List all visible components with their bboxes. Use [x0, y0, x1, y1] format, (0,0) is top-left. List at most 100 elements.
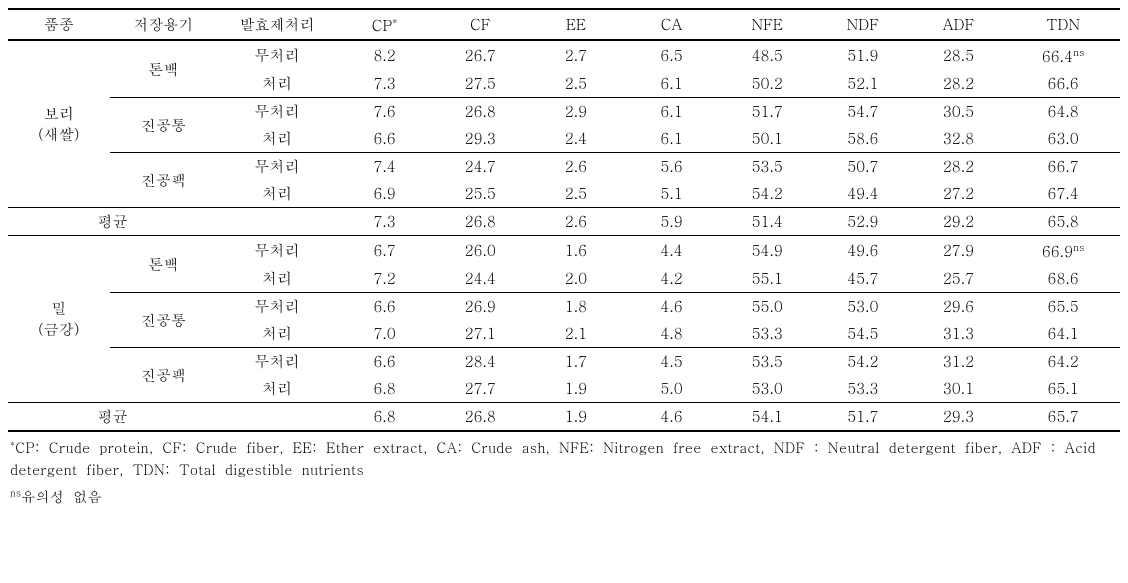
value-cell: 66.6 [1006, 70, 1120, 98]
container-vacuum-pack: 진공팩 [110, 348, 218, 403]
header-treatment: 발효제처리 [217, 9, 337, 40]
table-row-average: 평균 7.3 26.8 2.6 5.9 51.4 52.9 29.2 65.8 [8, 208, 1120, 236]
value-cell: 55.0 [719, 293, 815, 321]
value-cell: 31.3 [911, 320, 1007, 348]
value-cell: 27.9 [911, 236, 1007, 266]
value-cell: 2.0 [528, 265, 624, 293]
value-cell: 65.8 [1006, 208, 1120, 236]
value-cell: 4.6 [624, 403, 720, 432]
value-cell: 52.1 [815, 70, 911, 98]
value-cell: 27.2 [911, 180, 1007, 208]
header-cp: CP* [337, 9, 433, 40]
average-label: 평균 [8, 208, 217, 236]
value-cell: 51.7 [719, 98, 815, 126]
treatment-cell: 처리 [217, 180, 337, 208]
value-cell: 64.2 [1006, 348, 1120, 376]
value-cell: 28.2 [911, 153, 1007, 181]
value-cell: 67.4 [1006, 180, 1120, 208]
value-cell: 65.5 [1006, 293, 1120, 321]
footnote-ns: ns유의성 없음 [8, 481, 1120, 507]
value-cell: 4.4 [624, 236, 720, 266]
header-cf: CF [432, 9, 528, 40]
value-cell: 2.5 [528, 70, 624, 98]
feed-composition-table: 품종 저장용기 발효제처리 CP* CF EE CA NFE NDF ADF T… [8, 8, 1120, 432]
value-cell: 50.2 [719, 70, 815, 98]
value-cell: 2.5 [528, 180, 624, 208]
header-container: 저장용기 [110, 9, 218, 40]
value-cell: 1.8 [528, 293, 624, 321]
header-variety: 품종 [8, 9, 110, 40]
value-cell: 26.8 [432, 208, 528, 236]
value-cell: 24.7 [432, 153, 528, 181]
treatment-cell: 처리 [217, 320, 337, 348]
value-cell: 2.4 [528, 125, 624, 153]
value-cell: 7.3 [337, 70, 433, 98]
value-cell: 54.2 [719, 180, 815, 208]
value-cell: 28.5 [911, 40, 1007, 70]
value-cell: 66.7 [1006, 153, 1120, 181]
value-cell: 51.7 [815, 403, 911, 432]
value-cell: 2.9 [528, 98, 624, 126]
value-cell: 6.1 [624, 98, 720, 126]
value-cell: 54.1 [719, 403, 815, 432]
treatment-cell: 처리 [217, 375, 337, 403]
table-row: 진공팩 무처리 6.6 28.4 1.7 4.5 53.5 54.2 31.2 … [8, 348, 1120, 376]
value-cell: 6.6 [337, 125, 433, 153]
value-cell: 53.3 [719, 320, 815, 348]
value-cell: 29.3 [911, 403, 1007, 432]
value-cell: 26.7 [432, 40, 528, 70]
table-row: 밀 (금강) 톤백 무처리 6.7 26.0 1.6 4.4 54.9 49.6… [8, 236, 1120, 266]
value-cell: 29.2 [911, 208, 1007, 236]
table-row: 진공통 무처리 6.6 26.9 1.8 4.6 55.0 53.0 29.6 … [8, 293, 1120, 321]
footnote-abbreviations: *CP: Crude protein, CF: Crude fiber, EE:… [8, 432, 1120, 481]
value-cell: 4.2 [624, 265, 720, 293]
treatment-cell: 무처리 [217, 236, 337, 266]
header-nfe: NFE [719, 9, 815, 40]
value-cell: 28.2 [911, 70, 1007, 98]
value-cell: 26.0 [432, 236, 528, 266]
value-cell: 5.9 [624, 208, 720, 236]
value-cell: 4.8 [624, 320, 720, 348]
value-cell: 26.8 [432, 98, 528, 126]
value-cell: 66.4ns [1006, 40, 1120, 70]
value-cell: 2.7 [528, 40, 624, 70]
value-cell: 30.1 [911, 375, 1007, 403]
value-cell: 6.1 [624, 125, 720, 153]
table-row: 보리 (새쌀) 톤백 무처리 8.2 26.7 2.7 6.5 48.5 51.… [8, 40, 1120, 70]
treatment-cell: 무처리 [217, 348, 337, 376]
value-cell: 7.6 [337, 98, 433, 126]
value-cell: 49.4 [815, 180, 911, 208]
value-cell: 5.1 [624, 180, 720, 208]
value-cell: 5.6 [624, 153, 720, 181]
value-cell: 54.2 [815, 348, 911, 376]
value-cell: 6.6 [337, 348, 433, 376]
value-cell: 55.1 [719, 265, 815, 293]
value-cell: 68.6 [1006, 265, 1120, 293]
value-cell: 64.8 [1006, 98, 1120, 126]
value-cell: 4.6 [624, 293, 720, 321]
table-row-average: 평균 6.8 26.8 1.9 4.6 54.1 51.7 29.3 65.7 [8, 403, 1120, 432]
container-vacuum-tub: 진공통 [110, 98, 218, 153]
value-cell: 27.7 [432, 375, 528, 403]
value-cell: 27.1 [432, 320, 528, 348]
value-cell: 49.6 [815, 236, 911, 266]
value-cell: 6.9 [337, 180, 433, 208]
value-cell: 50.1 [719, 125, 815, 153]
treatment-cell: 처리 [217, 70, 337, 98]
value-cell: 2.1 [528, 320, 624, 348]
value-cell: 31.2 [911, 348, 1007, 376]
value-cell: 65.1 [1006, 375, 1120, 403]
header-ca: CA [624, 9, 720, 40]
value-cell: 54.9 [719, 236, 815, 266]
value-cell: 30.5 [911, 98, 1007, 126]
value-cell: 28.4 [432, 348, 528, 376]
value-cell: 7.2 [337, 265, 433, 293]
value-cell: 8.2 [337, 40, 433, 70]
header-ee: EE [528, 9, 624, 40]
value-cell: 5.0 [624, 375, 720, 403]
value-cell: 53.0 [719, 375, 815, 403]
value-cell: 45.7 [815, 265, 911, 293]
value-cell: 29.3 [432, 125, 528, 153]
value-cell: 2.6 [528, 153, 624, 181]
value-cell: 51.4 [719, 208, 815, 236]
